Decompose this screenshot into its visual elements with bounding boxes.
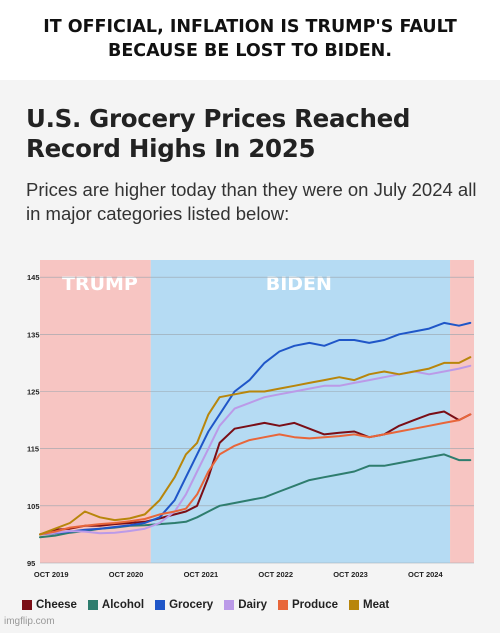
series-line-produce (39, 413, 472, 536)
y-tick-label: 115 (27, 445, 39, 454)
y-tick-label: 105 (27, 502, 40, 511)
legend-label: Produce (291, 599, 338, 611)
meme-caption: IT OFFICIAL, INFLATION IS TRUMP'S FAULT … (0, 0, 500, 78)
x-tick-label: OCT 2020 (109, 570, 144, 579)
y-tick-label: 95 (27, 559, 35, 568)
x-tick-label: OCT 2019 (34, 570, 69, 579)
legend-label: Cheese (36, 599, 77, 611)
legend-swatch (349, 600, 359, 610)
legend-item-cheese: Cheese (22, 599, 77, 611)
legend-item-produce: Produce (277, 599, 338, 611)
series-line-grocery (39, 321, 472, 536)
x-tick-label: OCT 2024 (408, 570, 443, 579)
legend-swatch (87, 600, 98, 610)
chart-legend: Cheese Alcohol Grocery Dairy Produce Meat (22, 599, 389, 611)
legend-label: Meat (363, 599, 390, 611)
legend-swatch (155, 600, 166, 610)
series-line-cheese (39, 410, 472, 536)
legend-swatch (224, 600, 235, 610)
x-tick-label: OCT 2023 (333, 570, 368, 579)
period-label: TRUMP (62, 273, 138, 295)
x-tick-label: OCT 2022 (258, 570, 293, 579)
legend-item-alcohol: Alcohol (87, 599, 145, 611)
line-chart: TRUMP BIDEN 95 105 115 125 135 145 OCT 2019 OCT 2… (27, 260, 474, 579)
legend-label: Alcohol (101, 599, 145, 611)
x-tick-label: OCT 2021 (184, 570, 219, 579)
legend-swatch (277, 600, 288, 610)
legend-item-grocery: Grocery (155, 599, 213, 611)
legend-item-dairy: Dairy (224, 599, 267, 611)
legend-swatch (22, 600, 32, 610)
legend-item-meat: Meat (349, 599, 389, 611)
y-tick-label: 145 (27, 273, 40, 282)
chart-title: U.S. Grocery Prices Reached Record Highs… (26, 104, 411, 163)
y-tick-label: 135 (27, 330, 40, 339)
period-band (450, 260, 474, 563)
chart-panel: U.S. Grocery Prices Reached Record Highs… (0, 80, 500, 633)
chart-subtitle: Prices are higher today than they were o… (26, 179, 477, 224)
series-line-meat (39, 356, 472, 536)
legend-label: Dairy (238, 599, 267, 611)
period-band (150, 260, 451, 563)
period-label: BIDEN (266, 273, 332, 295)
y-tick-label: 125 (27, 387, 40, 396)
period-band (40, 260, 151, 563)
watermark: imgflip.com (4, 616, 55, 627)
legend-label: Grocery (169, 599, 214, 611)
